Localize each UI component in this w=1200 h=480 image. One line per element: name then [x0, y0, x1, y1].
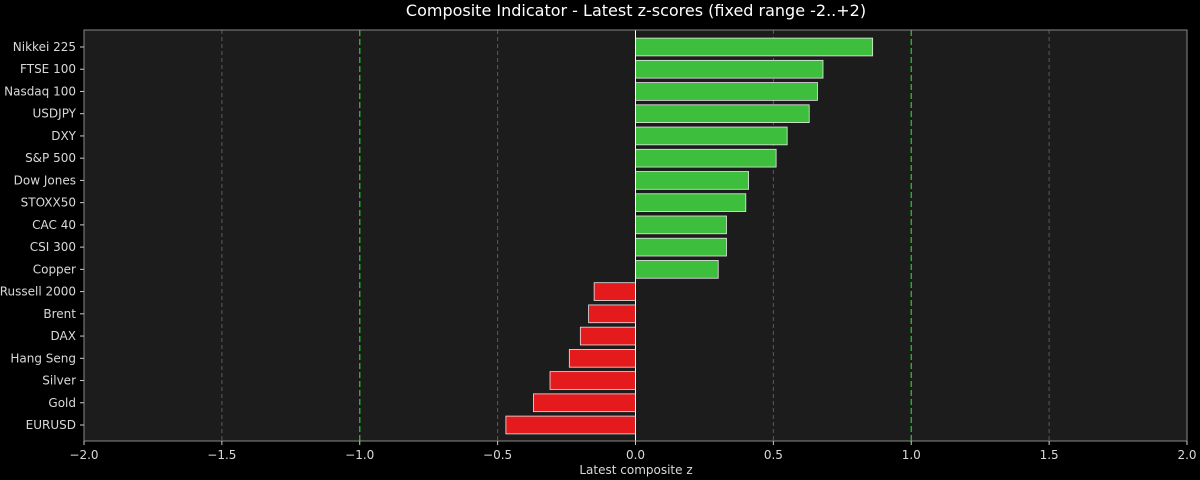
y-tick-label: Nikkei 225	[13, 40, 76, 54]
bar	[549, 371, 636, 390]
y-tick-label: Gold	[48, 396, 76, 410]
bar	[635, 126, 788, 146]
y-axis-labels: Nikkei 225 FTSE 100 Nasdaq 100 USDJPY DXY S&P…	[0, 40, 84, 432]
y-tick-label: EURUSD	[26, 418, 76, 432]
bar	[635, 59, 824, 79]
y-tick-label: Brent	[43, 307, 76, 321]
x-tick-label: −0.5	[483, 448, 512, 462]
bar	[635, 82, 818, 101]
y-tick-label: Nasdaq 100	[4, 84, 76, 98]
bar	[635, 193, 747, 212]
bar	[593, 282, 636, 301]
y-tick-label: Russell 2000	[0, 285, 76, 299]
grid-lines	[221, 30, 1050, 441]
threshold-lines	[359, 30, 912, 441]
bar	[533, 393, 636, 413]
x-tick-label: 1.5	[1040, 448, 1059, 462]
x-axis-labels: −2.0 −1.5 −1.0 −0.5 0.0 0.5 1.0 1.5 2.0	[69, 441, 1197, 462]
bar	[505, 415, 636, 435]
y-tick-label: DAX	[51, 329, 76, 343]
bar	[635, 104, 810, 124]
bar	[635, 148, 777, 168]
chart-title: Composite Indicator - Latest z-scores (f…	[406, 1, 866, 20]
bars	[505, 37, 874, 435]
y-tick-label: Silver	[42, 374, 76, 388]
y-tick-label: S&P 500	[25, 151, 76, 165]
x-tick-label: −2.0	[69, 448, 98, 462]
x-tick-label: 0.0	[626, 448, 645, 462]
bar	[635, 215, 727, 235]
bar	[635, 237, 727, 257]
y-tick-label: Copper	[33, 262, 76, 276]
bar	[579, 326, 636, 346]
y-tick-label: STOXX50	[21, 196, 76, 210]
x-tick-label: −1.0	[345, 448, 374, 462]
y-tick-label: CAC 40	[32, 218, 76, 232]
x-axis-title: Latest composite z	[579, 463, 692, 477]
y-tick-label: Hang Seng	[10, 351, 76, 365]
y-tick-label: DXY	[51, 129, 76, 143]
x-tick-label: 2.0	[1177, 448, 1196, 462]
bar	[635, 260, 719, 279]
y-tick-label: CSI 300	[30, 240, 76, 254]
bar	[588, 304, 636, 324]
x-tick-label: −1.5	[207, 448, 236, 462]
bar	[635, 37, 874, 57]
bar	[568, 348, 636, 368]
y-tick-label: FTSE 100	[20, 62, 76, 76]
bar	[635, 171, 749, 190]
x-tick-label: 1.0	[902, 448, 921, 462]
y-tick-label: USDJPY	[33, 107, 77, 121]
y-tick-label: Dow Jones	[14, 173, 76, 187]
x-tick-label: 0.5	[764, 448, 783, 462]
